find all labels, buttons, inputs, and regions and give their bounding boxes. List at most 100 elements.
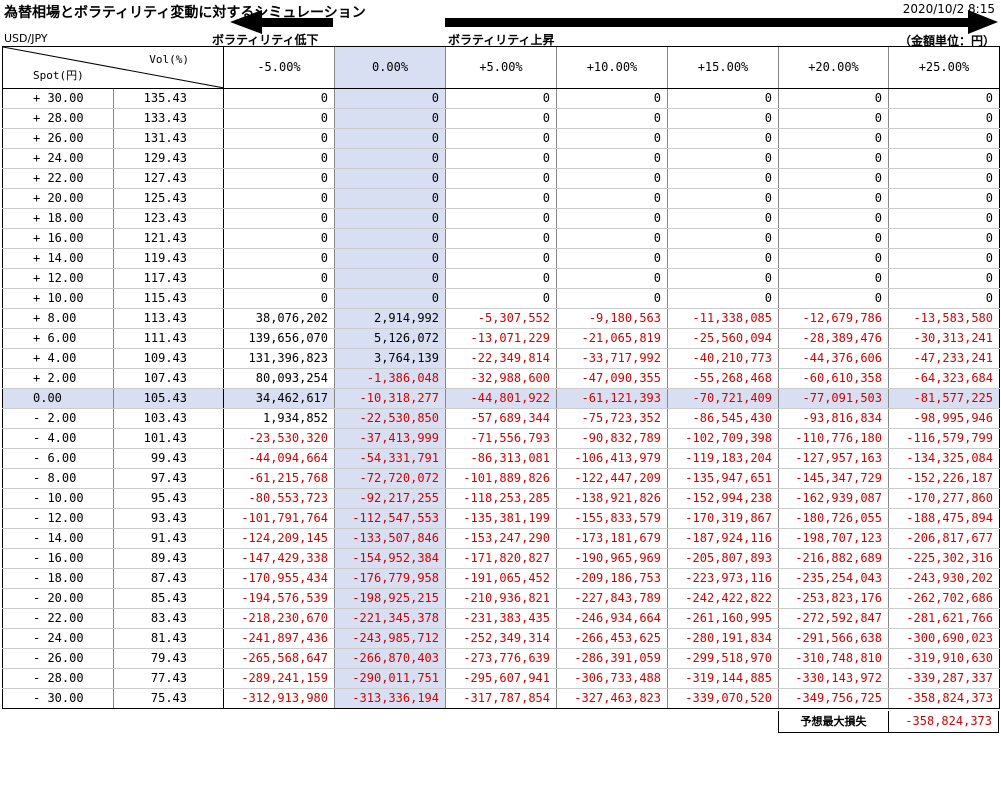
value-cell: -86,545,430 — [667, 408, 779, 429]
rate-cell: 101.43 — [113, 428, 224, 449]
value-cell: 0 — [888, 108, 1000, 129]
value-cell: 0 — [445, 168, 557, 189]
value-cell: 0 — [667, 248, 779, 269]
value-cell: -134,325,084 — [888, 448, 1000, 469]
row: - 6.00 99.43 -44,094,664 -54,331,791 -86,313… — [2, 448, 1000, 469]
row: - 4.00 101.43 -23,530,320 -37,413,999 -71,55… — [2, 428, 1000, 449]
spot-cell: + 20.00 — [2, 188, 114, 209]
value-cell: -319,910,630 — [888, 648, 1000, 669]
value-cell: 131,396,823 — [223, 348, 335, 369]
value-cell: -13,583,580 — [888, 308, 1000, 329]
simulation-table: Vol(%) Spot(円) -5.00% 0.00% +5.00% +10.00% +… — [2, 46, 1000, 709]
value-cell: -153,247,290 — [445, 528, 557, 549]
value-cell: 0 — [223, 108, 335, 129]
value-cell: -44,801,922 — [445, 388, 557, 409]
vol-header: Vol(%) — [149, 53, 189, 66]
arrows — [230, 10, 998, 34]
value-cell: -133,507,846 — [334, 528, 446, 549]
vol-down-label: ボラティリティ低下 — [212, 33, 319, 47]
value-cell: 0 — [334, 188, 446, 209]
spot-cell: - 6.00 — [2, 448, 114, 469]
diagonal — [3, 47, 223, 88]
value-cell: 0 — [667, 108, 779, 129]
value-cell: 0 — [888, 168, 1000, 189]
vol-up-label: ボラティリティ上昇 — [448, 33, 555, 47]
value-cell: -243,930,202 — [888, 568, 1000, 589]
value-cell: 0 — [778, 188, 889, 209]
row: + 8.00 113.43 38,076,202 2,914,992 -5,307,55… — [2, 308, 1000, 329]
rate-cell: 133.43 — [113, 108, 224, 129]
value-cell: 0 — [556, 248, 668, 269]
row: - 20.00 85.43 -194,576,539 -198,925,215 -210… — [2, 588, 1000, 609]
value-cell: -75,723,352 — [556, 408, 668, 429]
value-cell: 0 — [445, 228, 557, 249]
column-header: +5.00% — [445, 46, 557, 89]
value-cell: 0 — [445, 248, 557, 269]
rate-cell: 121.43 — [113, 228, 224, 249]
value-cell: -313,336,194 — [334, 688, 446, 709]
title: 為替相場とボラティリティ変動に対するシミュレーション — [4, 5, 366, 21]
value-cell: 0 — [445, 288, 557, 309]
value-cell: -266,870,403 — [334, 648, 446, 669]
spot-cell: - 14.00 — [2, 528, 114, 549]
value-cell: -155,833,579 — [556, 508, 668, 529]
value-cell: -358,824,373 — [888, 688, 1000, 709]
value-cell: -231,383,435 — [445, 608, 557, 629]
corner-cell: Vol(%) Spot(円) — [2, 46, 224, 89]
value-cell: -110,776,180 — [778, 428, 889, 449]
value-cell: 0 — [888, 248, 1000, 269]
value-cell: -77,091,503 — [778, 388, 889, 409]
row: - 24.00 81.43 -241,897,436 -243,985,712 -252… — [2, 628, 1000, 649]
value-cell: -64,323,684 — [888, 368, 1000, 389]
value-cell: -198,925,215 — [334, 588, 446, 609]
value-cell: -265,568,647 — [223, 648, 335, 669]
spot-cell: + 22.00 — [2, 168, 114, 189]
value-cell: -40,210,773 — [667, 348, 779, 369]
value-cell: 0 — [556, 148, 668, 169]
value-cell: 0 — [778, 248, 889, 269]
row: + 2.00 107.43 80,093,254 -1,386,048 -32,988,… — [2, 368, 1000, 389]
value-cell: 0 — [888, 208, 1000, 229]
rate-cell: 127.43 — [113, 168, 224, 189]
spot-cell: + 26.00 — [2, 128, 114, 149]
column-header: +15.00% — [667, 46, 779, 89]
value-cell: -246,934,664 — [556, 608, 668, 629]
value-cell: 2,914,992 — [334, 308, 446, 329]
value-cell: 0 — [334, 268, 446, 289]
value-cell: 0 — [334, 208, 446, 229]
value-cell: -170,955,434 — [223, 568, 335, 589]
value-cell: 0 — [334, 148, 446, 169]
value-cell: -61,121,393 — [556, 388, 668, 409]
value-cell: -11,338,085 — [667, 308, 779, 329]
value-cell: -86,313,081 — [445, 448, 557, 469]
value-cell: -209,186,753 — [556, 568, 668, 589]
spot-header: Spot(円) — [33, 69, 84, 82]
column-header: -5.00% — [223, 46, 335, 89]
spot-cell: - 28.00 — [2, 668, 114, 689]
row: - 18.00 87.43 -170,955,434 -176,779,958 -191… — [2, 568, 1000, 589]
value-cell: -47,090,355 — [556, 368, 668, 389]
value-cell: 0 — [223, 88, 335, 109]
value-cell: 0 — [778, 268, 889, 289]
value-cell: -5,307,552 — [445, 308, 557, 329]
value-cell: 0 — [778, 208, 889, 229]
row: + 12.00 117.43 0 0 0 0 0 0 0 — [2, 268, 1000, 289]
value-cell: 0 — [556, 108, 668, 129]
value-cell: -290,011,751 — [334, 668, 446, 689]
column-header: +20.00% — [778, 46, 889, 89]
value-cell: -280,191,834 — [667, 628, 779, 649]
rate-cell: 107.43 — [113, 368, 224, 389]
value-cell: -44,094,664 — [223, 448, 335, 469]
rate-cell: 99.43 — [113, 448, 224, 469]
value-cell: -243,985,712 — [334, 628, 446, 649]
value-cell: -242,422,822 — [667, 588, 779, 609]
value-cell: 0 — [667, 188, 779, 209]
value-cell: -80,553,723 — [223, 488, 335, 509]
value-cell: 0 — [556, 128, 668, 149]
value-cell: 0 — [778, 148, 889, 169]
value-cell: 80,093,254 — [223, 368, 335, 389]
row: - 28.00 77.43 -289,241,159 -290,011,751 -295… — [2, 668, 1000, 689]
rate-cell: 97.43 — [113, 468, 224, 489]
value-cell: 0 — [667, 128, 779, 149]
value-cell: -72,720,072 — [334, 468, 446, 489]
